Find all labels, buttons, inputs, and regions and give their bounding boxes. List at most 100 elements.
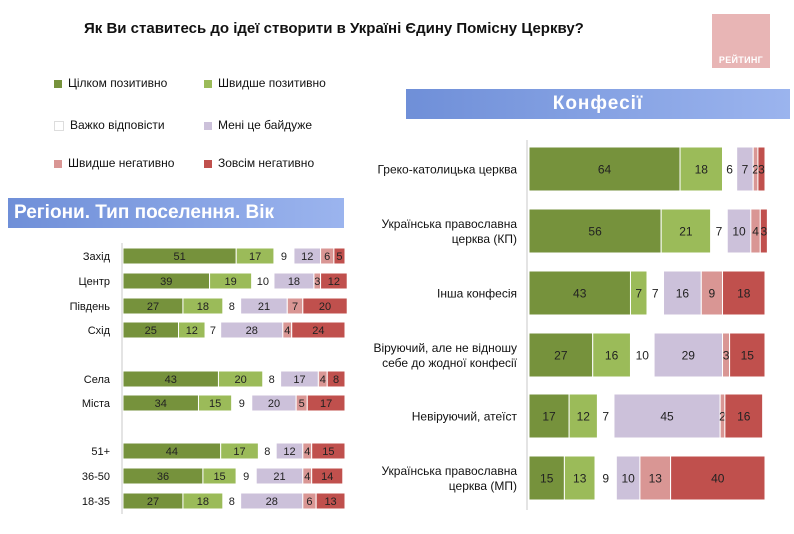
data-label: 8 <box>264 446 270 458</box>
data-label: 8 <box>229 301 235 313</box>
data-label: 45 <box>660 409 674 423</box>
data-label: 21 <box>273 471 285 483</box>
bar-segment <box>528 270 631 316</box>
category-label: Центр <box>79 276 111 288</box>
data-label: 24 <box>312 325 324 337</box>
bar-segment <box>320 272 348 290</box>
data-label: 20 <box>235 374 247 386</box>
data-label: 15 <box>209 398 221 410</box>
data-label: 10 <box>732 224 746 238</box>
category-label: 36-50 <box>82 471 110 483</box>
bar-segment <box>333 247 346 265</box>
data-label: 15 <box>322 446 334 458</box>
bar-segment <box>311 442 346 460</box>
data-label: 34 <box>155 398 167 410</box>
data-label: 8 <box>333 374 339 386</box>
category-label: Українська православна <box>381 464 517 478</box>
data-label: 7 <box>292 301 298 313</box>
data-label: 4 <box>320 374 326 386</box>
bar-segment <box>291 321 346 339</box>
data-label: 6 <box>324 251 330 263</box>
data-label: 29 <box>682 348 696 362</box>
data-label: 21 <box>679 224 693 238</box>
bar-segment <box>613 393 721 439</box>
data-label: 3 <box>760 224 767 238</box>
category-label: Греко-католицька церква <box>377 162 517 176</box>
data-label: 7 <box>635 286 642 300</box>
legend-swatch <box>54 120 64 131</box>
bar-segment <box>670 455 766 501</box>
data-label: 20 <box>268 398 280 410</box>
legend-label: Мені це байдуже <box>218 118 312 132</box>
data-label: 16 <box>737 409 751 423</box>
category-label: церква (КП) <box>452 232 517 246</box>
data-label: 13 <box>649 471 663 485</box>
legend-swatch <box>204 159 212 168</box>
legend-label: Зовсім негативно <box>218 156 315 170</box>
data-label: 13 <box>324 496 336 508</box>
data-label: 39 <box>160 276 172 288</box>
data-label: 40 <box>711 471 725 485</box>
data-label: 5 <box>336 251 342 263</box>
bar-segment <box>302 297 348 315</box>
data-label: 2 <box>719 409 726 423</box>
bar-segment <box>315 492 346 510</box>
data-label: 17 <box>233 446 245 458</box>
bar-segment <box>679 146 724 192</box>
bar-segment <box>729 332 766 378</box>
data-label: 15 <box>741 348 755 362</box>
legend-item-hard-to-say: Важко відповісти <box>54 118 165 132</box>
data-label: 9 <box>281 251 287 263</box>
data-label: 18 <box>695 162 709 176</box>
category-label: Інша конфесія <box>437 286 517 300</box>
bar-segment <box>528 208 662 254</box>
data-label: 28 <box>266 496 278 508</box>
data-label: 27 <box>147 496 159 508</box>
data-label: 6 <box>306 496 312 508</box>
data-label: 36 <box>157 471 169 483</box>
data-label: 51 <box>173 251 185 263</box>
data-label: 7 <box>742 162 749 176</box>
legend-item-fully-negative: Зовсім негативно <box>204 156 314 170</box>
data-label: 12 <box>186 325 198 337</box>
legend-label: Важко відповісти <box>70 118 165 132</box>
category-label: Міста <box>82 398 111 410</box>
data-label: 9 <box>602 471 609 485</box>
data-label: 13 <box>573 471 587 485</box>
data-label: 9 <box>709 286 716 300</box>
bar-segment <box>568 393 598 439</box>
data-label: 43 <box>573 286 587 300</box>
legend-swatch <box>204 121 212 130</box>
data-label: 7 <box>210 325 216 337</box>
legend-swatch <box>204 79 212 88</box>
bar-segment <box>722 270 766 316</box>
bar-segment <box>757 146 766 192</box>
category-label: Схід <box>88 325 111 337</box>
data-label: 9 <box>243 471 249 483</box>
data-label: 4 <box>304 446 310 458</box>
data-label: 17 <box>542 409 556 423</box>
logo-text: РЕЙТИНГ <box>718 55 764 65</box>
chart-title: Як Ви ставитесь до ідеї створити в Украї… <box>84 20 584 37</box>
data-label: 10 <box>257 276 269 288</box>
data-label: 10 <box>636 348 650 362</box>
data-label: 44 <box>166 446 178 458</box>
data-label: 15 <box>213 471 225 483</box>
bar-segment <box>759 208 768 254</box>
legend-item-rather-positive: Швидше позитивно <box>204 76 326 90</box>
legend-item-fully-positive: Цілком позитивно <box>54 76 167 90</box>
data-label: 25 <box>145 325 157 337</box>
data-label: 28 <box>246 325 258 337</box>
data-label: 3 <box>314 276 320 288</box>
data-label: 4 <box>304 471 310 483</box>
bar-segment <box>639 455 672 501</box>
category-label: себе до жодної конфесії <box>382 356 518 370</box>
section-banner-regions: Регіони. Тип поселення. Вік <box>8 198 344 228</box>
data-label: 27 <box>147 301 159 313</box>
data-label: 18 <box>737 286 751 300</box>
bar-segment <box>563 455 596 501</box>
category-label: 51+ <box>91 446 110 458</box>
category-label: Села <box>84 374 111 386</box>
data-label: 3 <box>723 348 730 362</box>
